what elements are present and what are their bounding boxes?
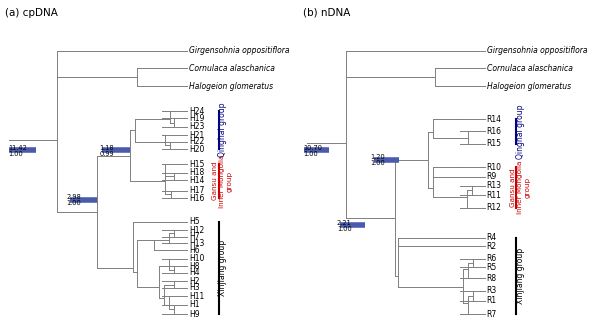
Text: R1: R1 [487,296,497,305]
Text: R10: R10 [487,163,502,172]
Text: R14: R14 [487,115,502,124]
Text: H3: H3 [189,283,199,292]
Text: R2: R2 [487,242,497,251]
Text: 10.70: 10.70 [304,145,323,151]
Text: R3: R3 [487,286,497,295]
Text: H23: H23 [189,122,204,131]
Text: H2: H2 [189,277,199,286]
Text: H16: H16 [189,194,204,203]
Text: H19: H19 [189,114,204,123]
Text: H10: H10 [189,254,204,264]
Text: R16: R16 [487,127,502,136]
Text: H1: H1 [189,300,199,309]
Text: 2.98: 2.98 [67,194,82,200]
Text: H6: H6 [189,246,199,255]
Text: H13: H13 [189,239,204,248]
Text: 11.42: 11.42 [8,145,27,151]
Text: H12: H12 [189,226,204,235]
Text: H18: H18 [189,168,204,177]
Text: 0.99: 0.99 [99,150,114,157]
Text: H14: H14 [189,176,204,185]
Text: Halogeion glomeratus: Halogeion glomeratus [189,82,273,91]
Text: Girgensohnia oppositiflora: Girgensohnia oppositiflora [189,46,289,55]
Text: Xinjiang group: Xinjiang group [516,248,525,304]
Text: R15: R15 [487,139,502,149]
Text: H9: H9 [189,310,199,319]
Text: R5: R5 [487,263,497,272]
Text: R8: R8 [487,274,497,283]
Text: 2.21: 2.21 [337,220,352,226]
Text: R12: R12 [487,203,502,212]
Text: Cornulaca alaschanica: Cornulaca alaschanica [487,64,572,73]
Text: H15: H15 [189,160,204,169]
Text: R13: R13 [487,181,502,190]
Text: Cornulaca alaschanica: Cornulaca alaschanica [189,64,275,73]
Text: (b) nDNA: (b) nDNA [303,7,350,18]
Text: Qinghai group: Qinghai group [218,103,227,158]
Text: 1.00: 1.00 [304,150,319,157]
Text: Gansu and
Inner Mongolia
group: Gansu and Inner Mongolia group [510,161,530,214]
Text: R7: R7 [487,310,497,319]
Text: H24: H24 [189,107,204,116]
Text: 1.18: 1.18 [99,145,114,151]
Text: H11: H11 [189,292,204,301]
Text: R4: R4 [487,233,497,242]
Text: R9: R9 [487,172,497,181]
Text: H20: H20 [189,145,204,154]
Text: H5: H5 [189,217,199,226]
Text: Qinghai group: Qinghai group [516,104,525,159]
Text: Girgensohnia oppositiflora: Girgensohnia oppositiflora [487,46,587,55]
Text: Halogeion glomeratus: Halogeion glomeratus [487,82,571,91]
Text: 1.00: 1.00 [370,160,385,166]
Text: Xinjiang group: Xinjiang group [218,240,227,296]
Text: R6: R6 [487,254,497,264]
Text: H4: H4 [189,268,199,277]
Text: 1.00: 1.00 [67,200,82,206]
Text: 1.00: 1.00 [337,226,352,232]
Text: H21: H21 [189,131,204,140]
Text: Gansu and
Inner Mongolia
group: Gansu and Inner Mongolia group [212,154,232,208]
Text: H8: H8 [189,262,199,271]
Text: H22: H22 [189,137,204,146]
Text: R11: R11 [487,190,502,200]
Text: 1.00: 1.00 [8,150,23,157]
Text: (a) cpDNA: (a) cpDNA [5,7,58,18]
Text: H17: H17 [189,186,204,195]
Text: 1.20: 1.20 [370,154,385,161]
Text: H7: H7 [189,232,199,241]
